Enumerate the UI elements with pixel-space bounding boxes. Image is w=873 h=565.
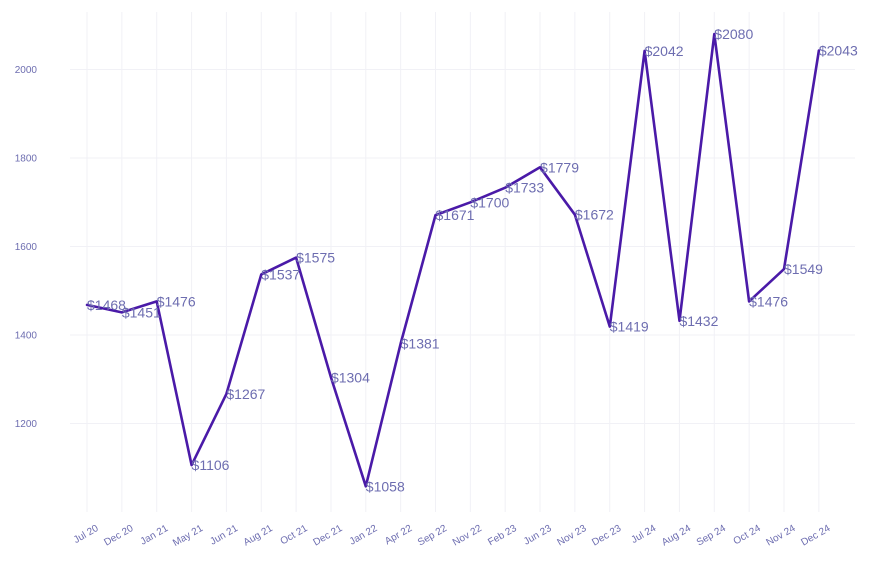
x-tick-label: Sep 22 [416, 523, 449, 549]
data-label: $2043 [819, 42, 858, 58]
y-tick-label: 1400 [15, 331, 38, 342]
x-tick-label: Oct 21 [279, 523, 310, 547]
data-label: $2080 [714, 26, 753, 42]
data-label: $1304 [331, 369, 370, 385]
data-label: $1432 [679, 313, 718, 329]
x-tick-label: Nov 22 [451, 523, 484, 549]
data-labels: $1468$1451$1476$1106$1267$1537$1575$1304… [87, 26, 858, 494]
x-tick-label: Jan 22 [348, 523, 380, 548]
data-label: $1106 [192, 457, 230, 473]
y-tick-label: 1200 [15, 419, 38, 430]
grid [70, 12, 855, 512]
x-tick-label: Feb 23 [486, 523, 519, 548]
x-tick-label: Aug 24 [660, 523, 693, 549]
data-label: $2042 [645, 43, 684, 59]
data-label: $1476 [749, 293, 788, 309]
y-axis-ticks: 1200 1400 1600 1800 2000 [15, 65, 38, 430]
data-label: $1671 [436, 207, 475, 223]
x-tick-label: Jun 23 [522, 523, 554, 548]
x-tick-label: May 21 [171, 523, 205, 549]
x-tick-label: Dec 24 [799, 523, 832, 549]
x-tick-label: Aug 21 [242, 523, 275, 549]
x-tick-label: Jun 21 [208, 523, 240, 548]
x-tick-label: Dec 21 [312, 523, 345, 549]
x-axis-ticks: Jul 20 Dec 20 Jan 21 May 21 Jun 21 Aug 21 Oct … [72, 523, 833, 549]
data-label: $1419 [610, 319, 649, 335]
data-label: $1672 [575, 207, 614, 223]
x-tick-label: Dec 23 [590, 523, 623, 549]
y-tick-label: 2000 [15, 65, 38, 76]
x-tick-label: Dec 20 [102, 523, 135, 549]
y-tick-label: 1800 [15, 154, 38, 165]
x-tick-label: Jul 24 [629, 523, 658, 546]
data-label: $1700 [470, 194, 509, 210]
data-label: $1575 [296, 250, 335, 266]
x-tick-label: Oct 24 [732, 523, 763, 547]
data-label: $1476 [157, 293, 196, 309]
data-label: $1537 [261, 266, 300, 282]
data-label: $1451 [122, 304, 161, 320]
x-tick-label: Jan 21 [139, 523, 171, 548]
data-label: $1733 [505, 180, 544, 196]
data-label: $1549 [784, 261, 823, 277]
x-tick-label: Apr 22 [383, 523, 414, 547]
x-tick-label: Jul 20 [72, 523, 101, 546]
data-label: $1779 [540, 159, 579, 175]
x-tick-label: Sep 24 [695, 523, 728, 549]
y-tick-label: 1600 [15, 242, 38, 253]
series-lines [85, 32, 821, 488]
x-tick-label: Nov 24 [765, 523, 798, 549]
x-tick-label: Nov 23 [555, 523, 588, 549]
series-line [85, 32, 821, 488]
data-label: $1468 [87, 297, 126, 313]
data-label: $1267 [226, 386, 265, 402]
data-label: $1381 [401, 335, 440, 351]
data-label: $1058 [366, 478, 405, 494]
